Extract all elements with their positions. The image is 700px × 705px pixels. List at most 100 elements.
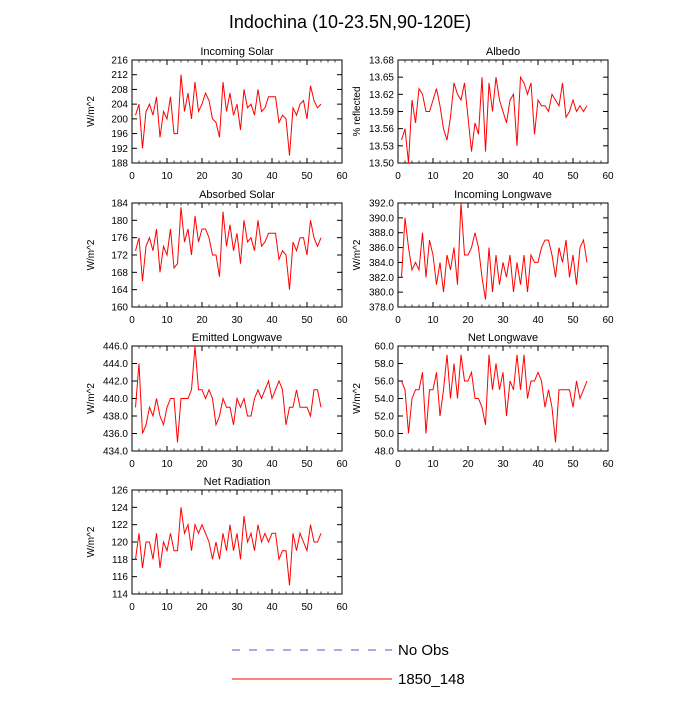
x-tick-label: 0 [129, 315, 135, 326]
x-tick-label: 60 [336, 315, 348, 326]
y-axis-label: W/m^2 [86, 239, 97, 270]
y-tick-label: 13.68 [369, 56, 394, 67]
y-tick-label: 176 [111, 233, 128, 244]
x-tick-label: 50 [567, 459, 579, 470]
y-tick-label: 168 [111, 268, 128, 279]
y-axis-label: W/m^2 [86, 526, 97, 557]
y-axis-label: % reflected [352, 86, 363, 136]
y-tick-label: 13.50 [369, 159, 394, 170]
series-line-1850-148 [135, 74, 322, 156]
y-tick-label: 52.0 [375, 412, 395, 423]
panel-incoming-longwave: Incoming Longwave 0 10 20 30 40 50 60 378.0 380.0… [352, 189, 614, 326]
panel-emitted-longwave: Emitted Longwave 0 10 20 30 40 50 60 434.0 436.0 4… [86, 332, 348, 470]
x-tick-label: 40 [266, 602, 278, 613]
x-tick-label: 40 [532, 171, 544, 182]
x-tick-label: 10 [161, 315, 173, 326]
panel-title: Albedo [486, 46, 520, 58]
series-line-1850-148 [135, 207, 322, 290]
x-tick-label: 30 [231, 171, 243, 182]
y-tick-label: 446.0 [103, 342, 128, 353]
y-tick-label: 58.0 [375, 359, 395, 370]
y-axis-label: W/m^2 [352, 239, 363, 270]
y-tick-label: 216 [111, 56, 128, 67]
y-tick-label: 114 [112, 590, 128, 601]
x-tick-label: 60 [602, 315, 614, 326]
legend-label-no-obs: No Obs [398, 642, 449, 659]
y-tick-label: 13.59 [369, 107, 394, 118]
y-tick-label: 172 [111, 251, 128, 262]
x-tick-label: 20 [462, 171, 474, 182]
y-tick-label: 13.56 [369, 124, 394, 135]
y-tick-label: 54.0 [375, 394, 395, 405]
y-tick-label: 436.0 [103, 429, 128, 440]
y-tick-label: 196 [111, 129, 128, 140]
x-tick-label: 50 [567, 315, 579, 326]
y-tick-label: 13.62 [369, 90, 394, 101]
panel-title: Emitted Longwave [192, 332, 283, 344]
x-tick-label: 50 [301, 602, 313, 613]
x-tick-label: 0 [129, 602, 135, 613]
x-tick-label: 30 [497, 171, 509, 182]
panel-net-longwave: Net Longwave 0 10 20 30 40 50 60 48.0 50.0 52.0 54.… [352, 332, 614, 470]
y-tick-label: 380.0 [369, 288, 394, 299]
y-tick-label: 60.0 [375, 342, 395, 353]
figure-title: Indochina (10-23.5N,90-120E) [229, 12, 471, 32]
y-axis-label: W/m^2 [86, 96, 97, 127]
x-tick-label: 0 [395, 315, 401, 326]
x-tick-label: 60 [602, 459, 614, 470]
y-tick-label: 208 [111, 85, 128, 96]
series-line-1850-148 [401, 354, 588, 443]
x-tick-label: 40 [266, 171, 278, 182]
y-tick-label: 124 [111, 503, 128, 514]
x-tick-label: 40 [532, 315, 544, 326]
y-tick-label: 390.0 [369, 213, 394, 224]
x-tick-label: 60 [602, 171, 614, 182]
panel-title: Incoming Solar [200, 46, 274, 58]
x-tick-label: 50 [567, 171, 579, 182]
y-tick-label: 434.0 [103, 447, 128, 458]
panel-title: Net Longwave [468, 332, 538, 344]
panel-title: Net Radiation [204, 476, 271, 488]
x-tick-label: 10 [427, 171, 439, 182]
panel-absorbed-solar: Absorbed Solar 0 10 20 30 40 50 60 160 164 168 172 1… [86, 189, 348, 326]
x-tick-label: 40 [532, 459, 544, 470]
y-tick-label: 164 [111, 285, 128, 296]
x-tick-label: 20 [462, 459, 474, 470]
panel-incoming-solar: Incoming Solar 0 10 20 30 40 50 60 188 192 196 200 2… [86, 46, 348, 182]
y-tick-label: 438.0 [103, 412, 128, 423]
x-tick-label: 10 [161, 459, 173, 470]
y-axis-label: W/m^2 [352, 383, 363, 414]
y-tick-label: 118 [112, 555, 128, 566]
series-line-1850-148 [401, 75, 588, 164]
legend-label-1850-148: 1850_148 [398, 671, 465, 688]
series-line-1850-148 [401, 202, 588, 300]
y-tick-label: 440.0 [103, 394, 128, 405]
x-tick-label: 50 [301, 459, 313, 470]
x-tick-label: 30 [231, 315, 243, 326]
x-tick-label: 20 [196, 315, 208, 326]
plot-frame [397, 202, 609, 308]
y-tick-label: 126 [111, 486, 128, 497]
series-line-1850-148 [135, 345, 322, 443]
y-tick-label: 388.0 [369, 228, 394, 239]
x-tick-label: 20 [196, 459, 208, 470]
x-tick-label: 50 [301, 315, 313, 326]
y-tick-label: 382.0 [369, 273, 394, 284]
y-tick-label: 392.0 [369, 199, 394, 210]
series-line-1850-148 [135, 507, 322, 586]
x-tick-label: 20 [196, 171, 208, 182]
y-tick-label: 200 [111, 114, 128, 125]
y-tick-label: 180 [111, 216, 128, 227]
x-tick-label: 30 [231, 602, 243, 613]
x-tick-label: 60 [336, 459, 348, 470]
y-tick-label: 116 [112, 572, 128, 583]
x-tick-label: 10 [161, 171, 173, 182]
panel-albedo: Albedo 0 10 20 30 40 50 60 13.50 13.53 13.56 13.59 1… [352, 46, 614, 182]
x-tick-label: 50 [301, 171, 313, 182]
x-tick-label: 40 [266, 315, 278, 326]
y-tick-label: 442.0 [103, 377, 128, 388]
x-tick-label: 20 [462, 315, 474, 326]
x-tick-label: 0 [129, 171, 135, 182]
